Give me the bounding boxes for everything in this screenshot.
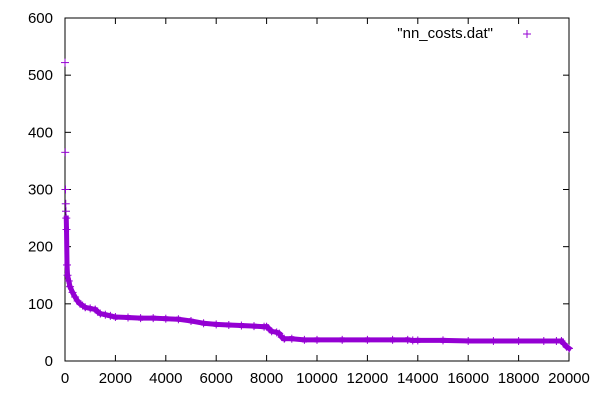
x-tick-label: 6000	[200, 370, 233, 387]
y-tick-label: 300	[28, 182, 53, 199]
x-tick-label: 0	[61, 370, 69, 387]
y-tick-label: 500	[28, 67, 53, 84]
y-tick-label: 200	[28, 239, 53, 256]
data-point	[62, 207, 71, 216]
x-tick-label: 20000	[548, 370, 590, 387]
y-tick-label: 0	[45, 353, 53, 370]
plot-frame	[64, 17, 570, 362]
y-axis-ticks: 0 100 200 300 400 500 600	[28, 10, 569, 370]
x-tick-label: 14000	[397, 370, 439, 387]
legend: "nn_costs.dat"	[397, 25, 531, 42]
x-axis-ticks: 0 2000 4000 6000 8000 10000 12000 14000 16000 180…	[61, 18, 590, 387]
data-point	[61, 58, 69, 67]
data-points	[61, 58, 573, 353]
y-tick-label: 100	[28, 296, 53, 313]
data-point-band	[63, 226, 70, 268]
y-tick-label: 600	[28, 10, 53, 27]
x-tick-label: 2000	[99, 370, 132, 387]
x-tick-label: 12000	[347, 370, 389, 387]
x-tick-label: 10000	[296, 370, 338, 387]
x-tick-label: 18000	[498, 370, 540, 387]
legend-marker	[523, 30, 531, 38]
y-tick-label: 400	[28, 124, 53, 141]
legend-label: "nn_costs.dat"	[397, 25, 493, 42]
x-tick-label: 16000	[447, 370, 489, 387]
data-point	[61, 148, 70, 157]
data-point	[61, 185, 70, 194]
data-point	[565, 344, 573, 353]
x-tick-label: 4000	[149, 370, 182, 387]
data-point	[61, 199, 70, 208]
x-tick-label: 8000	[250, 370, 283, 387]
data-point-band	[440, 337, 471, 344]
